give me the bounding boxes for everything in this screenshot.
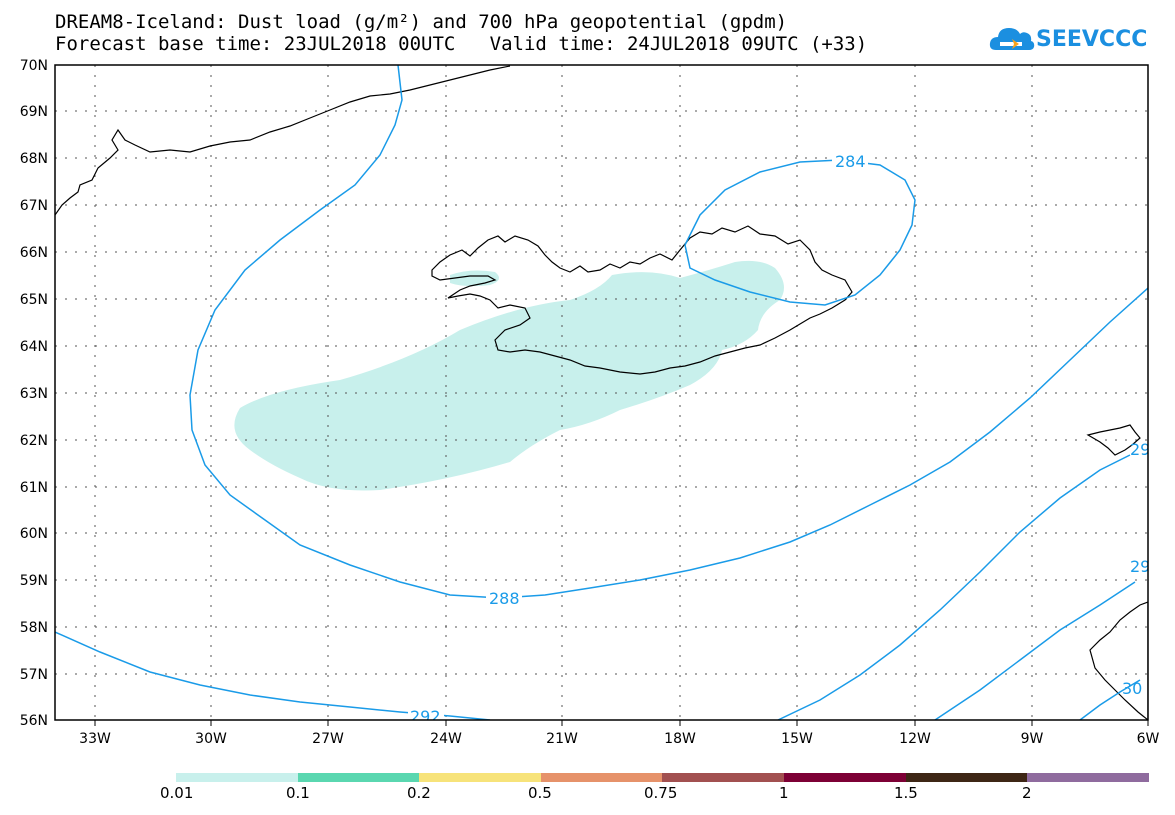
svg-text:65N: 65N — [20, 292, 48, 308]
latitude-labels: 70N 69N 68N 67N 66N 65N 64N 63N 62N 61N … — [20, 58, 48, 729]
dust-plume-main — [234, 260, 784, 491]
svg-text:27W: 27W — [312, 731, 344, 747]
svg-text:63N: 63N — [20, 386, 48, 402]
svg-text:62N: 62N — [20, 433, 48, 449]
colorbar-seg-6 — [906, 773, 1027, 782]
contour-label-29b: 29 — [1130, 557, 1150, 576]
svg-text:69N: 69N — [20, 104, 48, 120]
colorbar-label-6: 1.5 — [894, 784, 918, 802]
svg-text:57N: 57N — [20, 667, 48, 683]
cloud-logo-icon — [989, 28, 1035, 50]
contour-288 — [189, 65, 1148, 599]
svg-text:56N: 56N — [20, 713, 48, 729]
svg-text:59N: 59N — [20, 573, 48, 589]
contour-284 — [684, 159, 916, 306]
colorbar-label-7: 2 — [1022, 784, 1032, 802]
svg-text:12W: 12W — [899, 731, 931, 747]
svg-text:15W: 15W — [781, 731, 813, 747]
seevccc-logo: SEEVCCC — [988, 20, 1148, 60]
svg-text:33W: 33W — [79, 731, 111, 747]
scotland-coast — [1089, 601, 1148, 720]
svg-text:21W: 21W — [546, 731, 578, 747]
svg-text:24W: 24W — [430, 731, 462, 747]
colorbar-seg-0 — [176, 773, 298, 782]
tick-marks — [94, 720, 1149, 726]
map-title-line2: Forecast base time: 23JUL2018 00UTC Vali… — [55, 33, 868, 55]
colorbar-seg-2 — [419, 773, 541, 782]
svg-text:61N: 61N — [20, 480, 48, 496]
colorbar-label-1: 0.1 — [286, 784, 310, 802]
map-title-line1: DREAM8-Iceland: Dust load (g/m²) and 700… — [55, 11, 788, 33]
svg-text:68N: 68N — [20, 151, 48, 167]
colorbar-seg-5 — [784, 773, 906, 782]
svg-text:6W: 6W — [1137, 731, 1160, 747]
faroe-coast — [1086, 424, 1141, 456]
logo-text: SEEVCCC — [1036, 27, 1148, 52]
colorbar-seg-3 — [541, 773, 662, 782]
svg-text:67N: 67N — [20, 198, 48, 214]
svg-text:18W: 18W — [664, 731, 696, 747]
colorbar-seg-7 — [1027, 773, 1149, 782]
svg-text:70N: 70N — [20, 58, 48, 74]
svg-text:60N: 60N — [20, 526, 48, 542]
svg-text:66N: 66N — [20, 245, 48, 261]
contour-label-30: 30 — [1122, 679, 1142, 698]
contour-29b — [934, 581, 1136, 720]
contour-label-288: 288 — [489, 589, 520, 608]
map-frame — [54, 64, 1149, 721]
contour-labels: 284 288 292 29 29 30 — [408, 152, 1150, 726]
colorbar-seg-1 — [298, 773, 419, 782]
iceland-coast — [431, 225, 853, 375]
contour-label-284: 284 — [835, 152, 866, 171]
colorbar-label-2: 0.2 — [407, 784, 431, 802]
graticule — [55, 65, 1148, 720]
greenland-coast — [55, 65, 511, 216]
longitude-labels: 33W 30W 27W 24W 21W 18W 15W 12W 9W 6W — [79, 731, 1159, 747]
contour-label-292: 292 — [410, 707, 441, 726]
svg-text:9W: 9W — [1021, 731, 1044, 747]
svg-text:64N: 64N — [20, 339, 48, 355]
coastlines — [55, 65, 1148, 720]
colorbar-label-4: 0.75 — [644, 784, 678, 802]
contour-30 — [1079, 679, 1141, 720]
colorbar-label-3: 0.5 — [528, 784, 552, 802]
svg-text:58N: 58N — [20, 620, 48, 636]
contour-29a — [777, 454, 1131, 720]
colorbar-seg-4 — [662, 773, 784, 782]
colorbar-label-5: 1 — [779, 784, 789, 802]
svg-text:30W: 30W — [195, 731, 227, 747]
contour-label-29a: 29 — [1130, 440, 1150, 459]
colorbar-label-0: 0.01 — [160, 784, 194, 802]
